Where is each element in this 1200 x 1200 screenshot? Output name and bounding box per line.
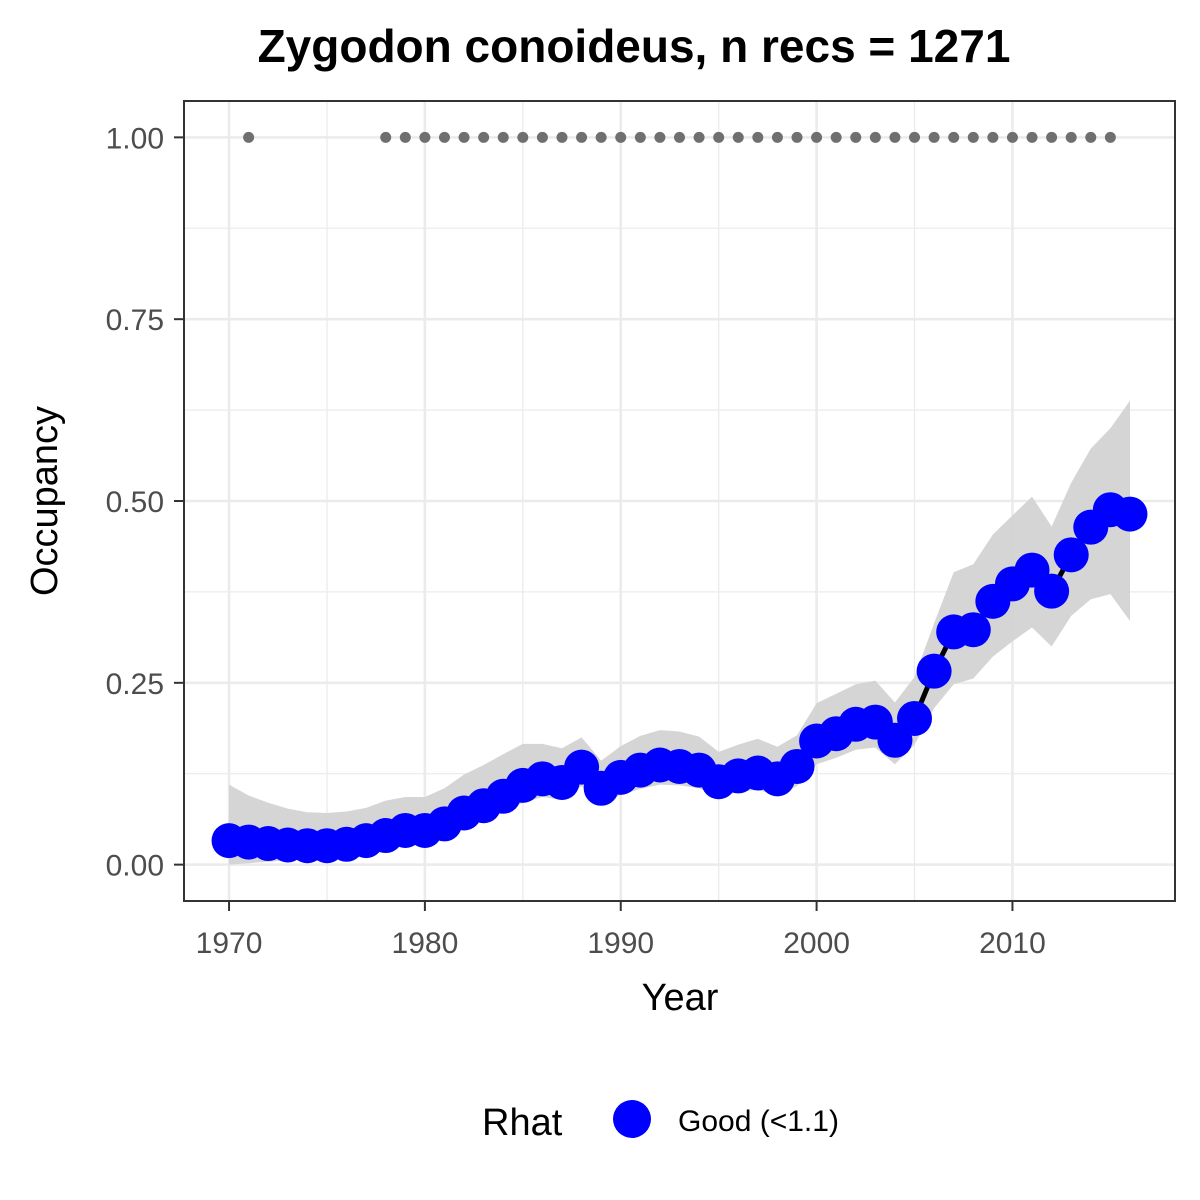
record-point: [909, 131, 921, 143]
legend-key-circle: [613, 1100, 651, 1138]
record-point: [419, 131, 431, 143]
record-point: [1046, 131, 1058, 143]
record-point: [576, 131, 588, 143]
y-tick-label: 0.75: [106, 304, 164, 337]
record-point: [615, 131, 627, 143]
y-tick-label: 1.00: [106, 122, 164, 155]
y-tick-label: 0.00: [106, 850, 164, 883]
records-points-layer: [243, 131, 1116, 143]
record-point: [399, 131, 411, 143]
record-point: [497, 131, 509, 143]
record-point: [517, 131, 529, 143]
record-point: [438, 131, 450, 143]
x-tick-label: 2010: [979, 927, 1046, 960]
y-tick-label: 0.50: [106, 486, 164, 519]
y-axis: 0.00 0.25 0.50 0.75 1.00: [106, 122, 184, 883]
occupancy-point: [955, 612, 991, 648]
occupancy-point: [779, 748, 815, 784]
record-point: [458, 131, 470, 143]
y-tick-label: 0.25: [106, 668, 164, 701]
record-point: [536, 131, 548, 143]
occupancy-point: [897, 700, 933, 736]
occupancy-point: [1053, 537, 1089, 573]
legend-label: Good (<1.1): [678, 1105, 839, 1138]
legend: Rhat Good (<1.1): [482, 1100, 839, 1144]
record-point: [1065, 131, 1077, 143]
record-point: [889, 131, 901, 143]
legend-title: Rhat: [482, 1102, 563, 1144]
chart-title: Zygodon conoideus, n recs = 1271: [258, 20, 1011, 72]
record-point: [967, 131, 979, 143]
record-point: [752, 131, 764, 143]
record-point: [791, 131, 803, 143]
occupancy-point: [1034, 573, 1070, 609]
occupancy-point: [1112, 496, 1148, 532]
record-point: [1085, 131, 1097, 143]
record-point: [811, 131, 823, 143]
record-point: [869, 131, 881, 143]
x-axis-title: Year: [642, 977, 719, 1019]
record-point: [987, 131, 999, 143]
record-point: [771, 131, 783, 143]
record-point: [556, 131, 568, 143]
x-axis: 1970 1980 1990 2000 2010: [196, 901, 1046, 960]
record-point: [850, 131, 862, 143]
record-point: [380, 131, 392, 143]
x-tick-label: 1970: [196, 927, 263, 960]
record-point: [478, 131, 490, 143]
record-point: [1026, 131, 1038, 143]
record-point: [713, 131, 725, 143]
record-point: [948, 131, 960, 143]
confidence-ribbon-layer: [229, 400, 1130, 865]
occupancy-point: [916, 653, 952, 689]
record-point: [830, 131, 842, 143]
record-point: [674, 131, 685, 143]
record-point: [243, 131, 255, 143]
occupancy-points-layer: [211, 492, 1148, 864]
record-point: [1104, 131, 1116, 143]
x-tick-label: 1980: [392, 927, 459, 960]
y-axis-title: Occupancy: [24, 406, 66, 596]
record-point: [928, 131, 940, 143]
record-point: [732, 131, 744, 143]
confidence-ribbon: [229, 400, 1130, 865]
x-tick-label: 1990: [587, 927, 654, 960]
record-point: [1006, 131, 1018, 143]
record-point: [595, 131, 607, 143]
record-point: [654, 131, 666, 143]
x-tick-label: 2000: [783, 927, 850, 960]
record-point: [634, 131, 646, 143]
record-point: [693, 131, 705, 143]
